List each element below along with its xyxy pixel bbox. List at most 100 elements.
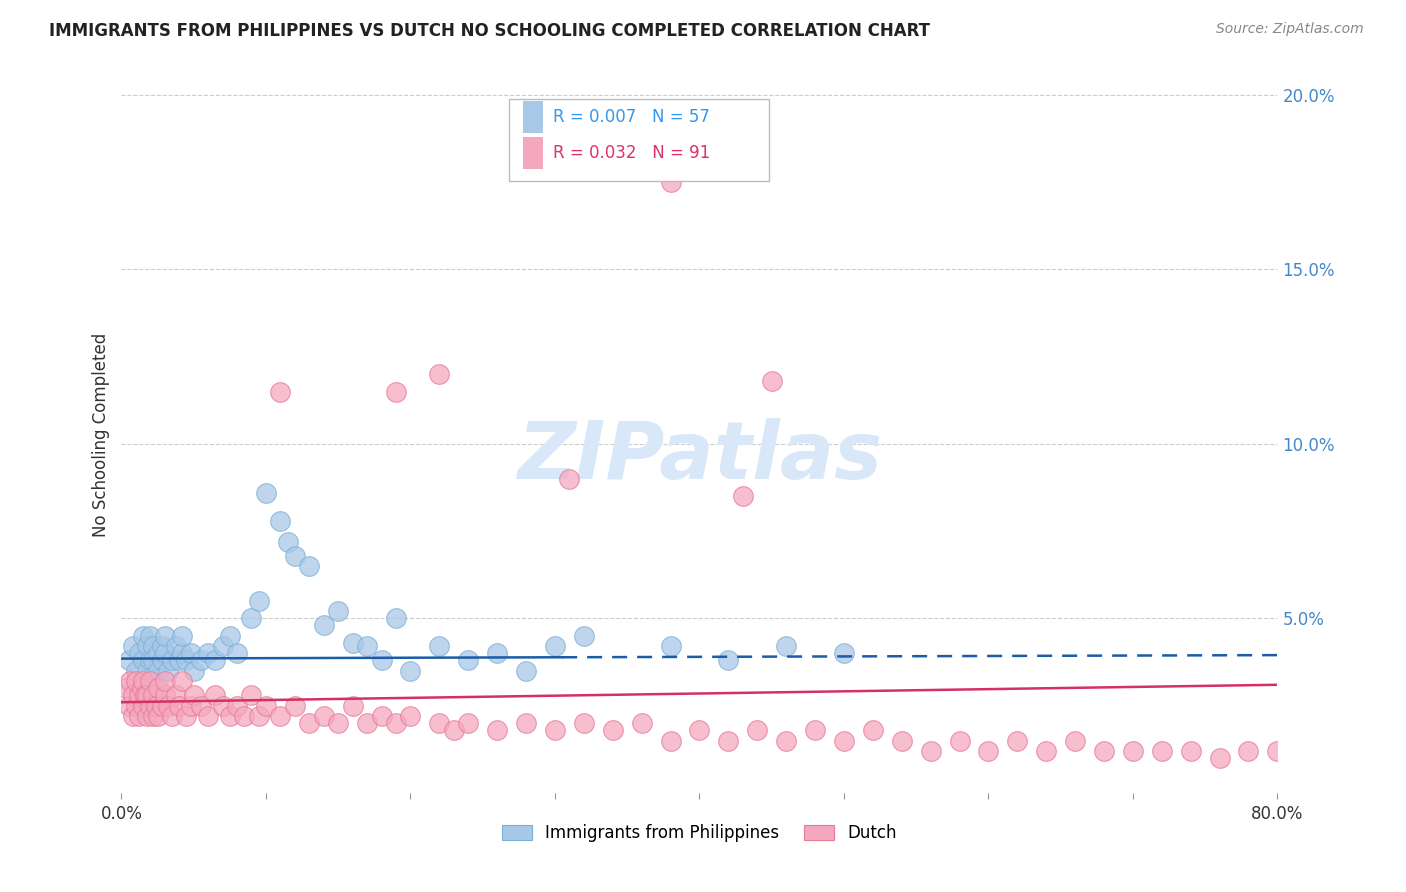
Point: [211, 640, 233, 654]
Point: [167, 653, 190, 667]
Point: [136, 688, 159, 702]
Point: [457, 716, 479, 731]
Point: [269, 384, 291, 399]
Point: [142, 688, 165, 702]
Point: [176, 653, 198, 667]
Point: [156, 664, 179, 678]
Point: [558, 472, 581, 486]
Point: [1208, 751, 1230, 765]
Point: [761, 374, 783, 388]
Text: ZIPatlas: ZIPatlas: [517, 417, 882, 496]
Point: [125, 674, 148, 689]
Point: [146, 646, 169, 660]
Point: [139, 674, 162, 689]
Point: [125, 698, 148, 713]
Point: [427, 367, 450, 381]
Point: [132, 629, 155, 643]
Point: [145, 698, 167, 713]
Point: [298, 559, 321, 574]
Point: [218, 709, 240, 723]
Point: [1237, 744, 1260, 758]
Point: [139, 629, 162, 643]
Point: [356, 640, 378, 654]
Point: [775, 640, 797, 654]
Point: [131, 681, 153, 696]
Point: [153, 629, 176, 643]
Point: [312, 618, 335, 632]
Point: [153, 646, 176, 660]
Point: [240, 611, 263, 625]
Point: [146, 709, 169, 723]
Point: [240, 688, 263, 702]
Point: [134, 688, 156, 702]
Point: [717, 653, 740, 667]
Point: [142, 640, 165, 654]
Point: [284, 698, 307, 713]
Point: [544, 640, 567, 654]
Point: [132, 674, 155, 689]
Point: [150, 640, 173, 654]
Point: [114, 681, 136, 696]
Point: [544, 723, 567, 738]
Point: [197, 646, 219, 660]
Point: [165, 688, 187, 702]
Point: [132, 653, 155, 667]
Point: [659, 733, 682, 747]
Point: [1150, 744, 1173, 758]
Point: [659, 175, 682, 189]
Point: [370, 709, 392, 723]
Point: [515, 716, 537, 731]
Point: [139, 653, 162, 667]
Point: [298, 716, 321, 731]
Point: [190, 653, 212, 667]
Point: [832, 646, 855, 660]
Point: [602, 723, 624, 738]
Point: [385, 716, 408, 731]
Point: [211, 698, 233, 713]
Point: [1092, 744, 1115, 758]
Point: [136, 640, 159, 654]
Point: [153, 674, 176, 689]
Point: [122, 709, 145, 723]
Point: [486, 723, 509, 738]
Point: [254, 698, 277, 713]
Point: [142, 653, 165, 667]
Point: [717, 733, 740, 747]
Point: [427, 716, 450, 731]
Point: [122, 688, 145, 702]
Point: [342, 698, 364, 713]
Point: [226, 698, 249, 713]
Point: [1122, 744, 1144, 758]
Point: [775, 733, 797, 747]
Point: [277, 534, 299, 549]
Point: [399, 664, 422, 678]
Point: [328, 605, 350, 619]
Point: [731, 489, 754, 503]
Point: [457, 653, 479, 667]
Point: [443, 723, 465, 738]
Point: [218, 629, 240, 643]
Point: [233, 709, 256, 723]
Y-axis label: No Schooling Completed: No Schooling Completed: [93, 333, 110, 537]
Point: [125, 664, 148, 678]
Point: [385, 611, 408, 625]
Point: [659, 640, 682, 654]
Point: [747, 723, 769, 738]
Point: [486, 646, 509, 660]
Point: [1007, 733, 1029, 747]
Point: [1267, 744, 1289, 758]
Point: [172, 629, 194, 643]
Point: [160, 709, 183, 723]
Point: [150, 698, 173, 713]
Point: [190, 698, 212, 713]
Point: [399, 709, 422, 723]
Point: [1064, 733, 1087, 747]
Text: R = 0.007   N = 57: R = 0.007 N = 57: [553, 108, 710, 127]
Point: [197, 709, 219, 723]
Point: [890, 733, 912, 747]
Point: [146, 664, 169, 678]
Point: [165, 640, 187, 654]
Point: [183, 664, 205, 678]
Point: [150, 653, 173, 667]
Point: [572, 716, 595, 731]
